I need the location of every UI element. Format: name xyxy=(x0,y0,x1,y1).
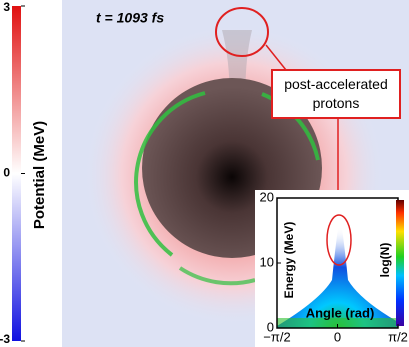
x-tick-label: 0 xyxy=(334,329,341,344)
inset-x-label: Angle (rad) xyxy=(306,305,375,320)
callout-text: post-accelerated protons xyxy=(284,76,388,111)
inset-colorbar-label: log(N) xyxy=(378,243,392,278)
callout: post-accelerated protons xyxy=(284,76,388,111)
y-tick-label: -3 xyxy=(0,332,10,346)
inset-y-label: Energy (MeV) xyxy=(282,222,296,299)
y-tick-label: 20 xyxy=(260,189,274,204)
y-tick-label: 0 xyxy=(267,319,274,334)
y-tick-label: 10 xyxy=(260,254,274,269)
time-label: t = 1093 fs xyxy=(96,10,164,26)
density-cloud xyxy=(277,214,398,328)
y-tick-label: 3 xyxy=(3,0,10,14)
x-tick-label: π/2 xyxy=(388,329,408,344)
x-tick-label: −π/2 xyxy=(263,329,290,344)
y-tick-label: 0 xyxy=(3,166,10,180)
inset-colorbar xyxy=(396,200,404,326)
colorbar-label: Potential (MeV) xyxy=(31,121,48,229)
colorbar xyxy=(12,6,21,341)
